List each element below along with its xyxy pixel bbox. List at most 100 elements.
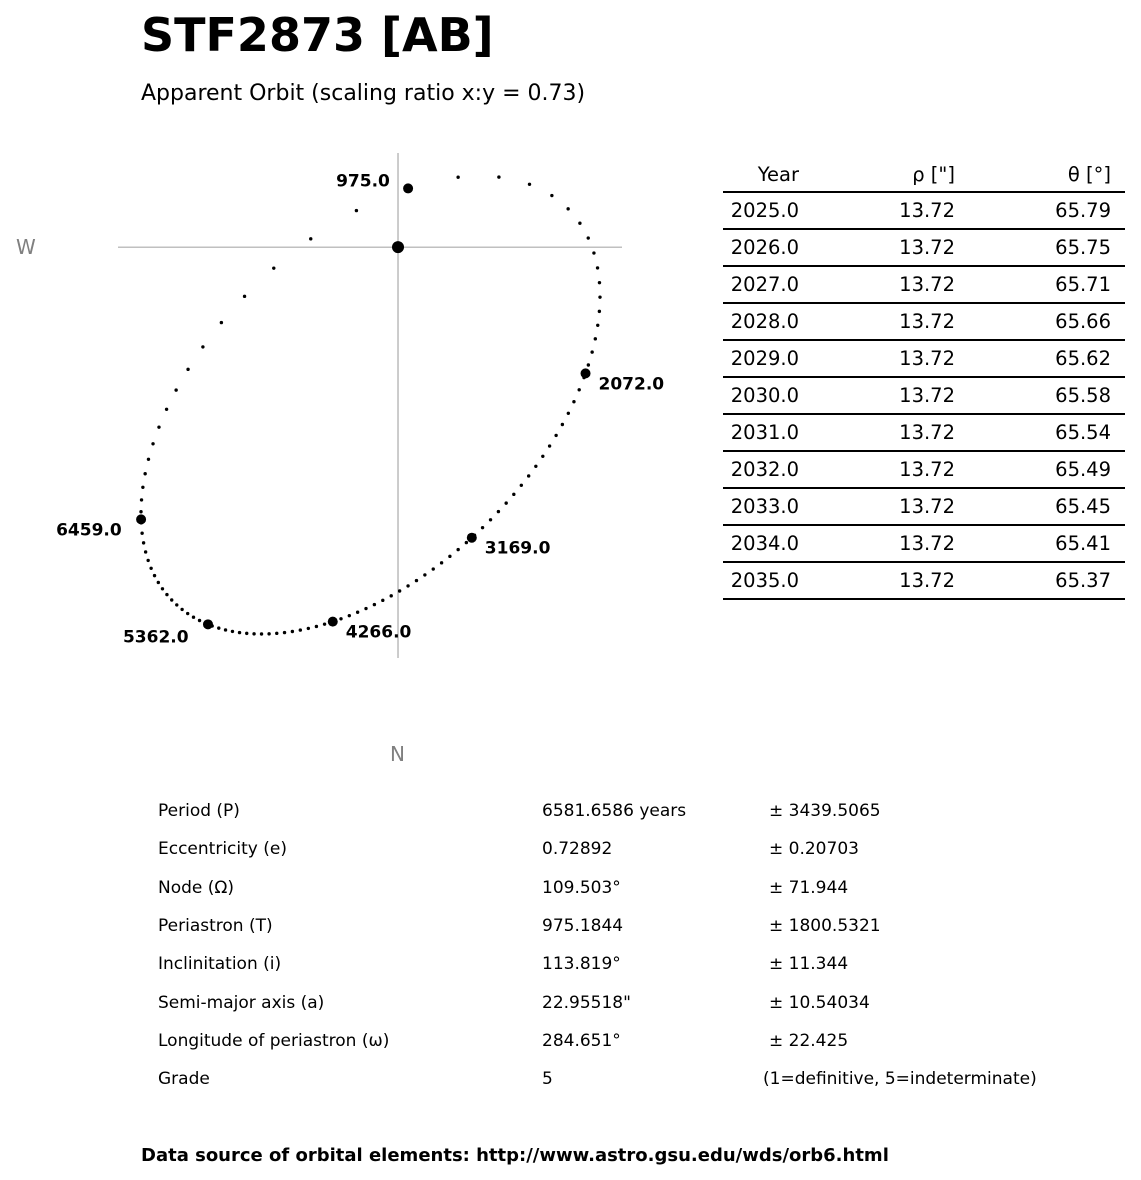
element-name: Eccentricity (e): [158, 839, 287, 860]
epoch-marker: [202, 619, 213, 630]
orbit-dot: [519, 483, 524, 487]
cell-year: 2025.0: [723, 192, 813, 230]
orbit-dot: [149, 566, 153, 570]
orbit-dot: [314, 624, 319, 629]
orbit-dot: [141, 485, 145, 489]
cell-theta: 65.41: [969, 525, 1125, 563]
cell-rho: 13.72: [813, 562, 969, 600]
orbit-dot: [309, 237, 313, 241]
orbit-dot: [456, 547, 460, 552]
cell-theta: 65.49: [969, 451, 1125, 489]
orbit-dot: [355, 610, 360, 614]
table-row: 2026.0 13.72 65.75: [723, 229, 1125, 267]
orbit-dot: [347, 613, 352, 618]
west-label: W: [16, 235, 36, 259]
orbit-dot: [339, 617, 343, 621]
cell-year: 2030.0: [723, 377, 813, 415]
cell-year: 2027.0: [723, 266, 813, 304]
element-name: Node (Ω): [158, 877, 235, 898]
epoch-label: 3169.0: [485, 539, 551, 559]
orbit-dot: [174, 388, 178, 392]
table-row: 2033.0 13.72 65.45: [723, 488, 1125, 526]
element-error: ± 11.344: [769, 954, 849, 975]
orbit-dot: [160, 587, 165, 591]
orbit-dot: [272, 266, 276, 270]
orbit-dot: [306, 626, 311, 631]
orbit-dot: [156, 580, 161, 585]
orbit-dot: [512, 492, 516, 497]
cell-theta: 65.71: [969, 266, 1125, 304]
cell-theta: 65.58: [969, 377, 1125, 415]
cell-rho: 13.72: [813, 377, 969, 415]
cell-theta: 65.37: [969, 562, 1125, 600]
orbit-dot: [389, 594, 393, 598]
element-name: Semi-major axis (a): [158, 992, 325, 1013]
table-row: 2035.0 13.72 65.37: [723, 562, 1125, 600]
orbit-dot: [141, 541, 146, 545]
element-value: 284.651°: [542, 1030, 621, 1051]
cell-year: 2026.0: [723, 229, 813, 267]
table-row: 2030.0 13.72 65.58: [723, 377, 1125, 415]
orbit-dot: [381, 598, 385, 603]
orbit-dot: [541, 454, 545, 459]
element-value: 6581.6586 years: [542, 801, 687, 821]
orbit-dot: [245, 631, 249, 636]
orbit-dot: [526, 474, 531, 478]
orbit-dot: [560, 422, 565, 427]
orbit-dot: [578, 221, 582, 225]
orbit-dot: [180, 607, 184, 612]
orbit-dot: [572, 400, 576, 404]
orbit-dot: [152, 573, 157, 578]
cell-year: 2035.0: [723, 562, 813, 600]
orbit-dot: [201, 345, 205, 349]
cell-rho: 13.72: [813, 451, 969, 489]
orbit-dot: [488, 518, 493, 522]
orbit-dot: [146, 558, 150, 563]
element-error: ± 22.425: [769, 1030, 849, 1051]
cell-theta: 65.75: [969, 229, 1125, 267]
cell-theta: 65.79: [969, 192, 1125, 230]
orbit-dots: [139, 175, 602, 636]
element-name: Grade: [158, 1069, 210, 1090]
cell-theta: 65.62: [969, 340, 1125, 378]
epoch-label: 4266.0: [346, 623, 412, 643]
subtitle: Apparent Orbit (scaling ratio x:y = 0.73…: [141, 81, 586, 106]
cell-year: 2031.0: [723, 414, 813, 452]
cell-theta: 65.45: [969, 488, 1125, 526]
orbit-dot: [290, 629, 295, 634]
orbit-dot: [140, 531, 144, 535]
epoch-label: 975.0: [336, 171, 390, 191]
orbit-dot: [267, 632, 271, 636]
orbit-dot: [322, 622, 327, 626]
epoch-marker: [466, 532, 477, 543]
orbit-dot: [566, 411, 571, 415]
orbit-dot: [143, 550, 148, 554]
table-row: 2027.0 13.72 65.71: [723, 266, 1125, 304]
element-name: Periastron (T): [158, 915, 273, 936]
epoch-label: 2072.0: [599, 374, 665, 394]
orbit-dot: [219, 320, 224, 325]
orbit-dot: [217, 626, 221, 630]
orbit-dot: [431, 567, 435, 571]
orbit-dot: [448, 554, 452, 559]
orbit-dot: [504, 501, 508, 505]
orbit-dot: [364, 606, 368, 611]
header-year: Year: [723, 157, 813, 193]
orbit-dot: [230, 629, 235, 634]
cell-year: 2032.0: [723, 451, 813, 489]
orbit-dot: [397, 589, 402, 593]
orbit-dot: [165, 592, 169, 597]
orbit-dot: [586, 236, 590, 240]
cell-theta: 65.66: [969, 303, 1125, 341]
cell-rho: 13.72: [813, 303, 969, 341]
cell-year: 2028.0: [723, 303, 813, 341]
orbit-dot: [577, 388, 581, 392]
cell-rho: 13.72: [813, 488, 969, 526]
primary-star-marker: [392, 241, 405, 254]
orbit-dot: [464, 540, 469, 545]
orbit-dot: [275, 631, 279, 636]
cell-rho: 13.72: [813, 229, 969, 267]
orbit-dot: [139, 510, 143, 514]
page-title: STF2873 [AB]: [141, 8, 494, 62]
element-value: 975.1844: [542, 915, 624, 936]
